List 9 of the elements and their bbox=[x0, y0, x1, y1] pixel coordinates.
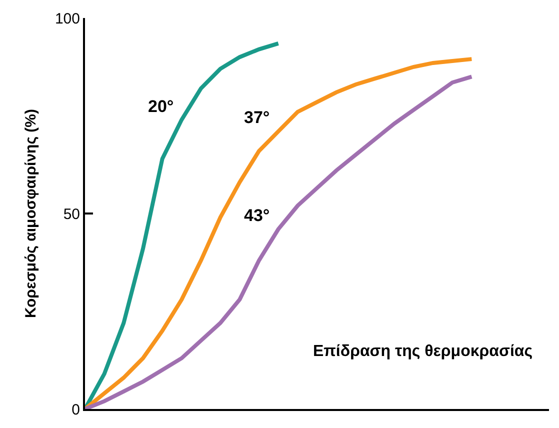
series-label: 43° bbox=[244, 206, 270, 225]
y-tick-label: 50 bbox=[63, 206, 80, 223]
series-label: 37° bbox=[244, 108, 270, 127]
y-tick-label: 100 bbox=[54, 10, 80, 28]
line-series bbox=[85, 41, 280, 409]
y-tick-label: 0 bbox=[72, 401, 80, 418]
y-axis-title: Κορεσμός αιμοσφαιρίνης (%) bbox=[22, 109, 40, 318]
annotation: Επίδραση της θερμοκρασίας bbox=[313, 343, 533, 360]
series-label: 20° bbox=[148, 97, 174, 116]
